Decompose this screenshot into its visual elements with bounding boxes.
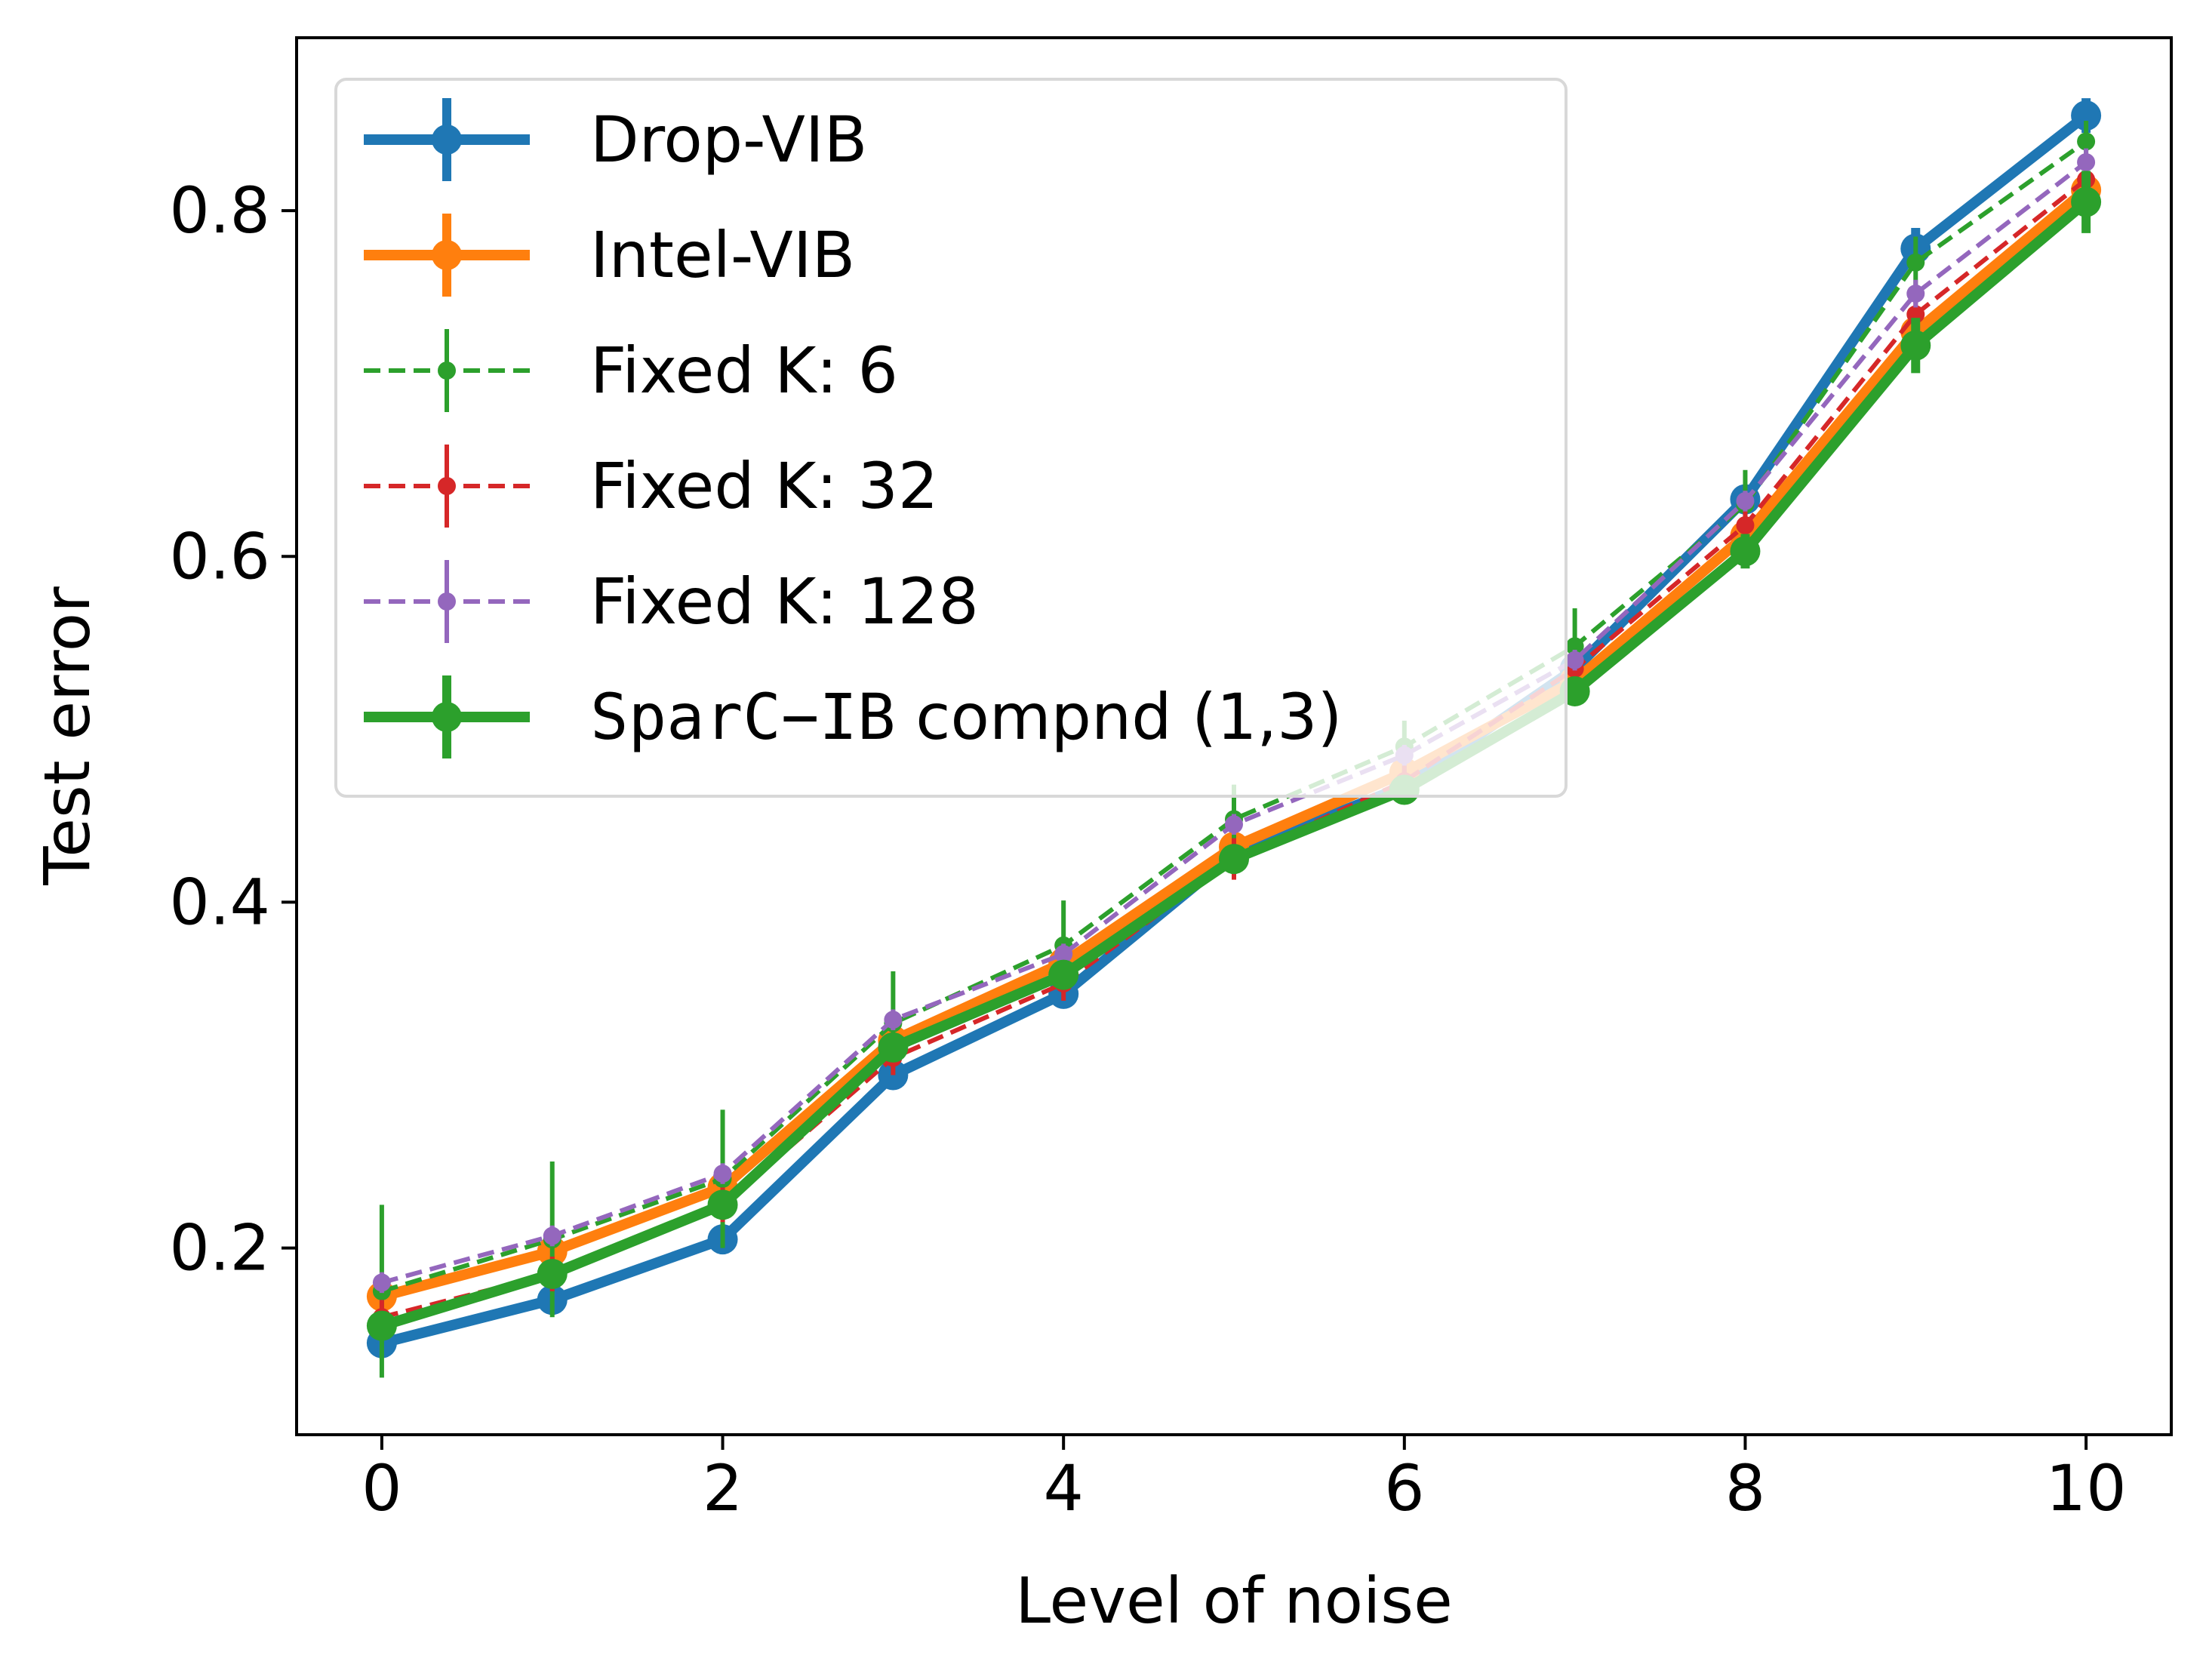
legend-swatch-marker xyxy=(438,592,456,611)
data-point xyxy=(1906,285,1925,303)
x-tick-label: 8 xyxy=(1725,1451,1765,1525)
legend-label: Drop-VIB xyxy=(590,103,867,177)
data-point xyxy=(713,1165,732,1183)
data-point xyxy=(543,1226,561,1245)
legend-label: Intel-VIB xyxy=(590,218,855,292)
data-point xyxy=(2071,100,2102,131)
y-tick-label: 0.6 xyxy=(169,519,270,593)
data-point xyxy=(1736,516,1755,535)
data-point xyxy=(372,1273,391,1292)
legend-swatch-marker xyxy=(432,125,462,155)
legend-label-suffix: compnd (1,3) xyxy=(896,680,1343,754)
legend-swatch-marker xyxy=(438,362,456,380)
legend-item: Fixed K: 128 xyxy=(364,560,979,643)
data-point xyxy=(1225,815,1243,834)
data-point xyxy=(1730,536,1761,567)
legend-item: Drop-VIB xyxy=(364,98,867,181)
legend-item: Intel-VIB xyxy=(364,214,855,297)
data-point xyxy=(2071,186,2102,217)
data-point xyxy=(537,1258,568,1289)
legend-swatch-marker xyxy=(438,477,456,495)
legend-label: Fixed K: 128 xyxy=(590,565,979,638)
legend-label-text: Intel-VIB xyxy=(590,218,855,292)
legend-box xyxy=(334,78,1568,798)
x-tick-label: 6 xyxy=(1384,1451,1424,1525)
data-point xyxy=(1565,637,1584,656)
x-tick-label: 10 xyxy=(2046,1451,2127,1525)
plot-area-frame xyxy=(295,36,2173,1436)
legend: Drop-VIB Intel-VIB Fixed K: 6 Fixed K: 32 Fi… xyxy=(334,78,1568,798)
legend-label-text: Fixed K: 32 xyxy=(590,449,938,523)
legend-item: SparC−IB compnd (1,3) xyxy=(364,675,1342,758)
legend-label: Fixed K: 6 xyxy=(590,334,898,408)
y-axis-label: Test error xyxy=(30,586,104,886)
series-4 xyxy=(372,148,2096,1294)
data-point xyxy=(1736,491,1755,510)
x-tick-label: 0 xyxy=(362,1451,402,1525)
legend-label: Fixed K: 32 xyxy=(590,449,938,523)
legend-label-text: Drop-VIB xyxy=(590,103,867,177)
y-tick-label: 0.4 xyxy=(169,865,270,939)
data-point xyxy=(707,1189,738,1220)
series-5 xyxy=(366,171,2102,1341)
x-tick-label: 4 xyxy=(1043,1451,1083,1525)
y-tick-label: 0.8 xyxy=(169,174,270,248)
legend-label-mono: SparC−IB xyxy=(590,680,896,754)
legend-label-text: Fixed K: 128 xyxy=(590,565,979,638)
legend-swatch-marker xyxy=(432,240,462,270)
legend-swatch-marker xyxy=(432,702,462,732)
legend-item: Fixed K: 32 xyxy=(364,445,938,528)
data-point xyxy=(884,1011,903,1029)
data-point xyxy=(1565,651,1584,669)
data-point xyxy=(366,1310,397,1341)
data-point xyxy=(1219,844,1249,875)
legend-label: SparC−IB compnd (1,3) xyxy=(590,680,1342,754)
data-point xyxy=(878,1032,909,1063)
y-tick-label: 0.2 xyxy=(169,1211,270,1285)
data-point xyxy=(2077,152,2096,171)
data-point xyxy=(1900,330,1931,361)
data-point xyxy=(2077,132,2096,151)
legend-item: Fixed K: 6 xyxy=(364,329,898,412)
data-point xyxy=(1906,253,1925,272)
x-tick-label: 2 xyxy=(703,1451,743,1525)
data-point xyxy=(1048,959,1079,990)
x-axis-label: Level of noise xyxy=(1015,1564,1453,1638)
data-point xyxy=(1054,945,1073,964)
legend-label-text: Fixed K: 6 xyxy=(590,334,898,408)
